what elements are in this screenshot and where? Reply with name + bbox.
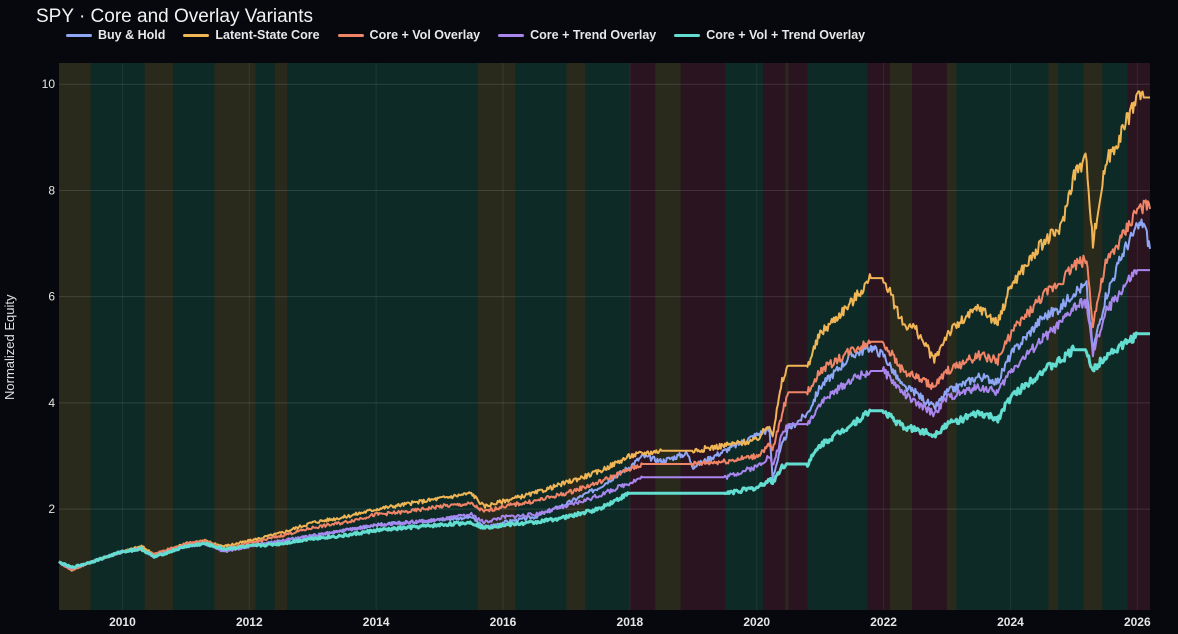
regime-band-bear bbox=[680, 63, 726, 610]
regime-band-bear bbox=[763, 63, 786, 610]
regime-band-bull bbox=[807, 63, 868, 610]
regime-band-bear bbox=[629, 63, 656, 610]
legend-label: Buy & Hold bbox=[98, 28, 166, 42]
y-axis-ticks: 2 4 6 8 10 bbox=[42, 77, 56, 516]
regime-band-bull bbox=[585, 63, 630, 610]
y-tick-label: 8 bbox=[48, 183, 55, 197]
y-tick-label: 4 bbox=[48, 396, 55, 410]
legend-label: Core + Vol + Trend Overlay bbox=[706, 28, 866, 42]
regime-band-bull bbox=[515, 63, 567, 610]
regime-band-bear bbox=[788, 63, 808, 610]
regime-band-neutral bbox=[214, 63, 256, 610]
x-tick-label: 2016 bbox=[490, 615, 517, 629]
regime-band-neutral bbox=[947, 63, 957, 610]
legend-swatch bbox=[674, 33, 701, 37]
legend-item[interactable]: Core + Vol Overlay bbox=[337, 28, 481, 42]
y-tick-label: 2 bbox=[48, 502, 55, 516]
x-tick-label: 2020 bbox=[743, 615, 770, 629]
series-lines bbox=[58, 90, 1151, 572]
legend-item[interactable]: Latent-State Core bbox=[183, 28, 320, 42]
y-axis-label: Normalized Equity bbox=[2, 294, 17, 401]
regime-band-bull bbox=[255, 63, 275, 610]
chart-title: SPY · Core and Overlay Variants bbox=[36, 6, 314, 27]
x-tick-label: 2022 bbox=[870, 615, 897, 629]
y-tick-label: 6 bbox=[48, 290, 55, 304]
regime-band-neutral bbox=[566, 63, 586, 610]
regime-band-bull bbox=[725, 63, 764, 610]
regime-band-bull bbox=[956, 63, 1049, 610]
legend-label: Latent-State Core bbox=[215, 28, 320, 42]
series-line-4 bbox=[58, 269, 1150, 570]
legend-item[interactable]: Buy & Hold bbox=[66, 28, 165, 42]
regime-band-bear bbox=[867, 63, 890, 610]
regime-band-neutral bbox=[785, 63, 789, 610]
x-tick-label: 2018 bbox=[617, 615, 644, 629]
y-tick-label: 10 bbox=[42, 77, 56, 91]
series-line-2 bbox=[58, 90, 1150, 572]
regime-band-neutral bbox=[274, 63, 288, 610]
regime-band-bear bbox=[1127, 63, 1150, 610]
x-tick-label: 2026 bbox=[1124, 615, 1151, 629]
legend-swatch bbox=[183, 33, 210, 37]
legend-label: Core + Trend Overlay bbox=[530, 28, 657, 42]
x-tick-label: 2014 bbox=[363, 615, 390, 629]
regime-bands bbox=[59, 63, 1150, 610]
x-tick-label: 2024 bbox=[997, 615, 1024, 629]
legend-swatch bbox=[498, 33, 525, 37]
x-axis-ticks: 2010 2012 2014 2016 2018 2020 2022 2024 2026 bbox=[109, 615, 1151, 629]
series-line-5 bbox=[58, 331, 1151, 569]
regime-band-neutral bbox=[1083, 63, 1103, 610]
regime-band-neutral bbox=[655, 63, 681, 610]
regime-band-bull bbox=[1102, 63, 1128, 610]
grid-lines bbox=[59, 63, 1150, 610]
legend-swatch bbox=[66, 33, 92, 37]
legend-label: Core + Vol Overlay bbox=[369, 28, 481, 42]
regime-band-neutral bbox=[59, 63, 91, 610]
regime-band-neutral bbox=[1048, 63, 1059, 610]
legend-item[interactable]: Core + Vol + Trend Overlay bbox=[674, 28, 865, 42]
legend-item[interactable]: Core + Trend Overlay bbox=[498, 28, 656, 42]
legend-swatch bbox=[337, 33, 364, 37]
regime-band-bull bbox=[1058, 63, 1084, 610]
legend: Buy & Hold Latent-State Core Core + Vol Ov… bbox=[66, 28, 865, 42]
x-tick-label: 2012 bbox=[236, 615, 263, 629]
regime-band-neutral bbox=[889, 63, 913, 610]
x-tick-label: 2010 bbox=[109, 615, 136, 629]
regime-band-bull bbox=[173, 63, 215, 610]
regime-band-bull bbox=[90, 63, 145, 610]
regime-band-neutral bbox=[144, 63, 174, 610]
